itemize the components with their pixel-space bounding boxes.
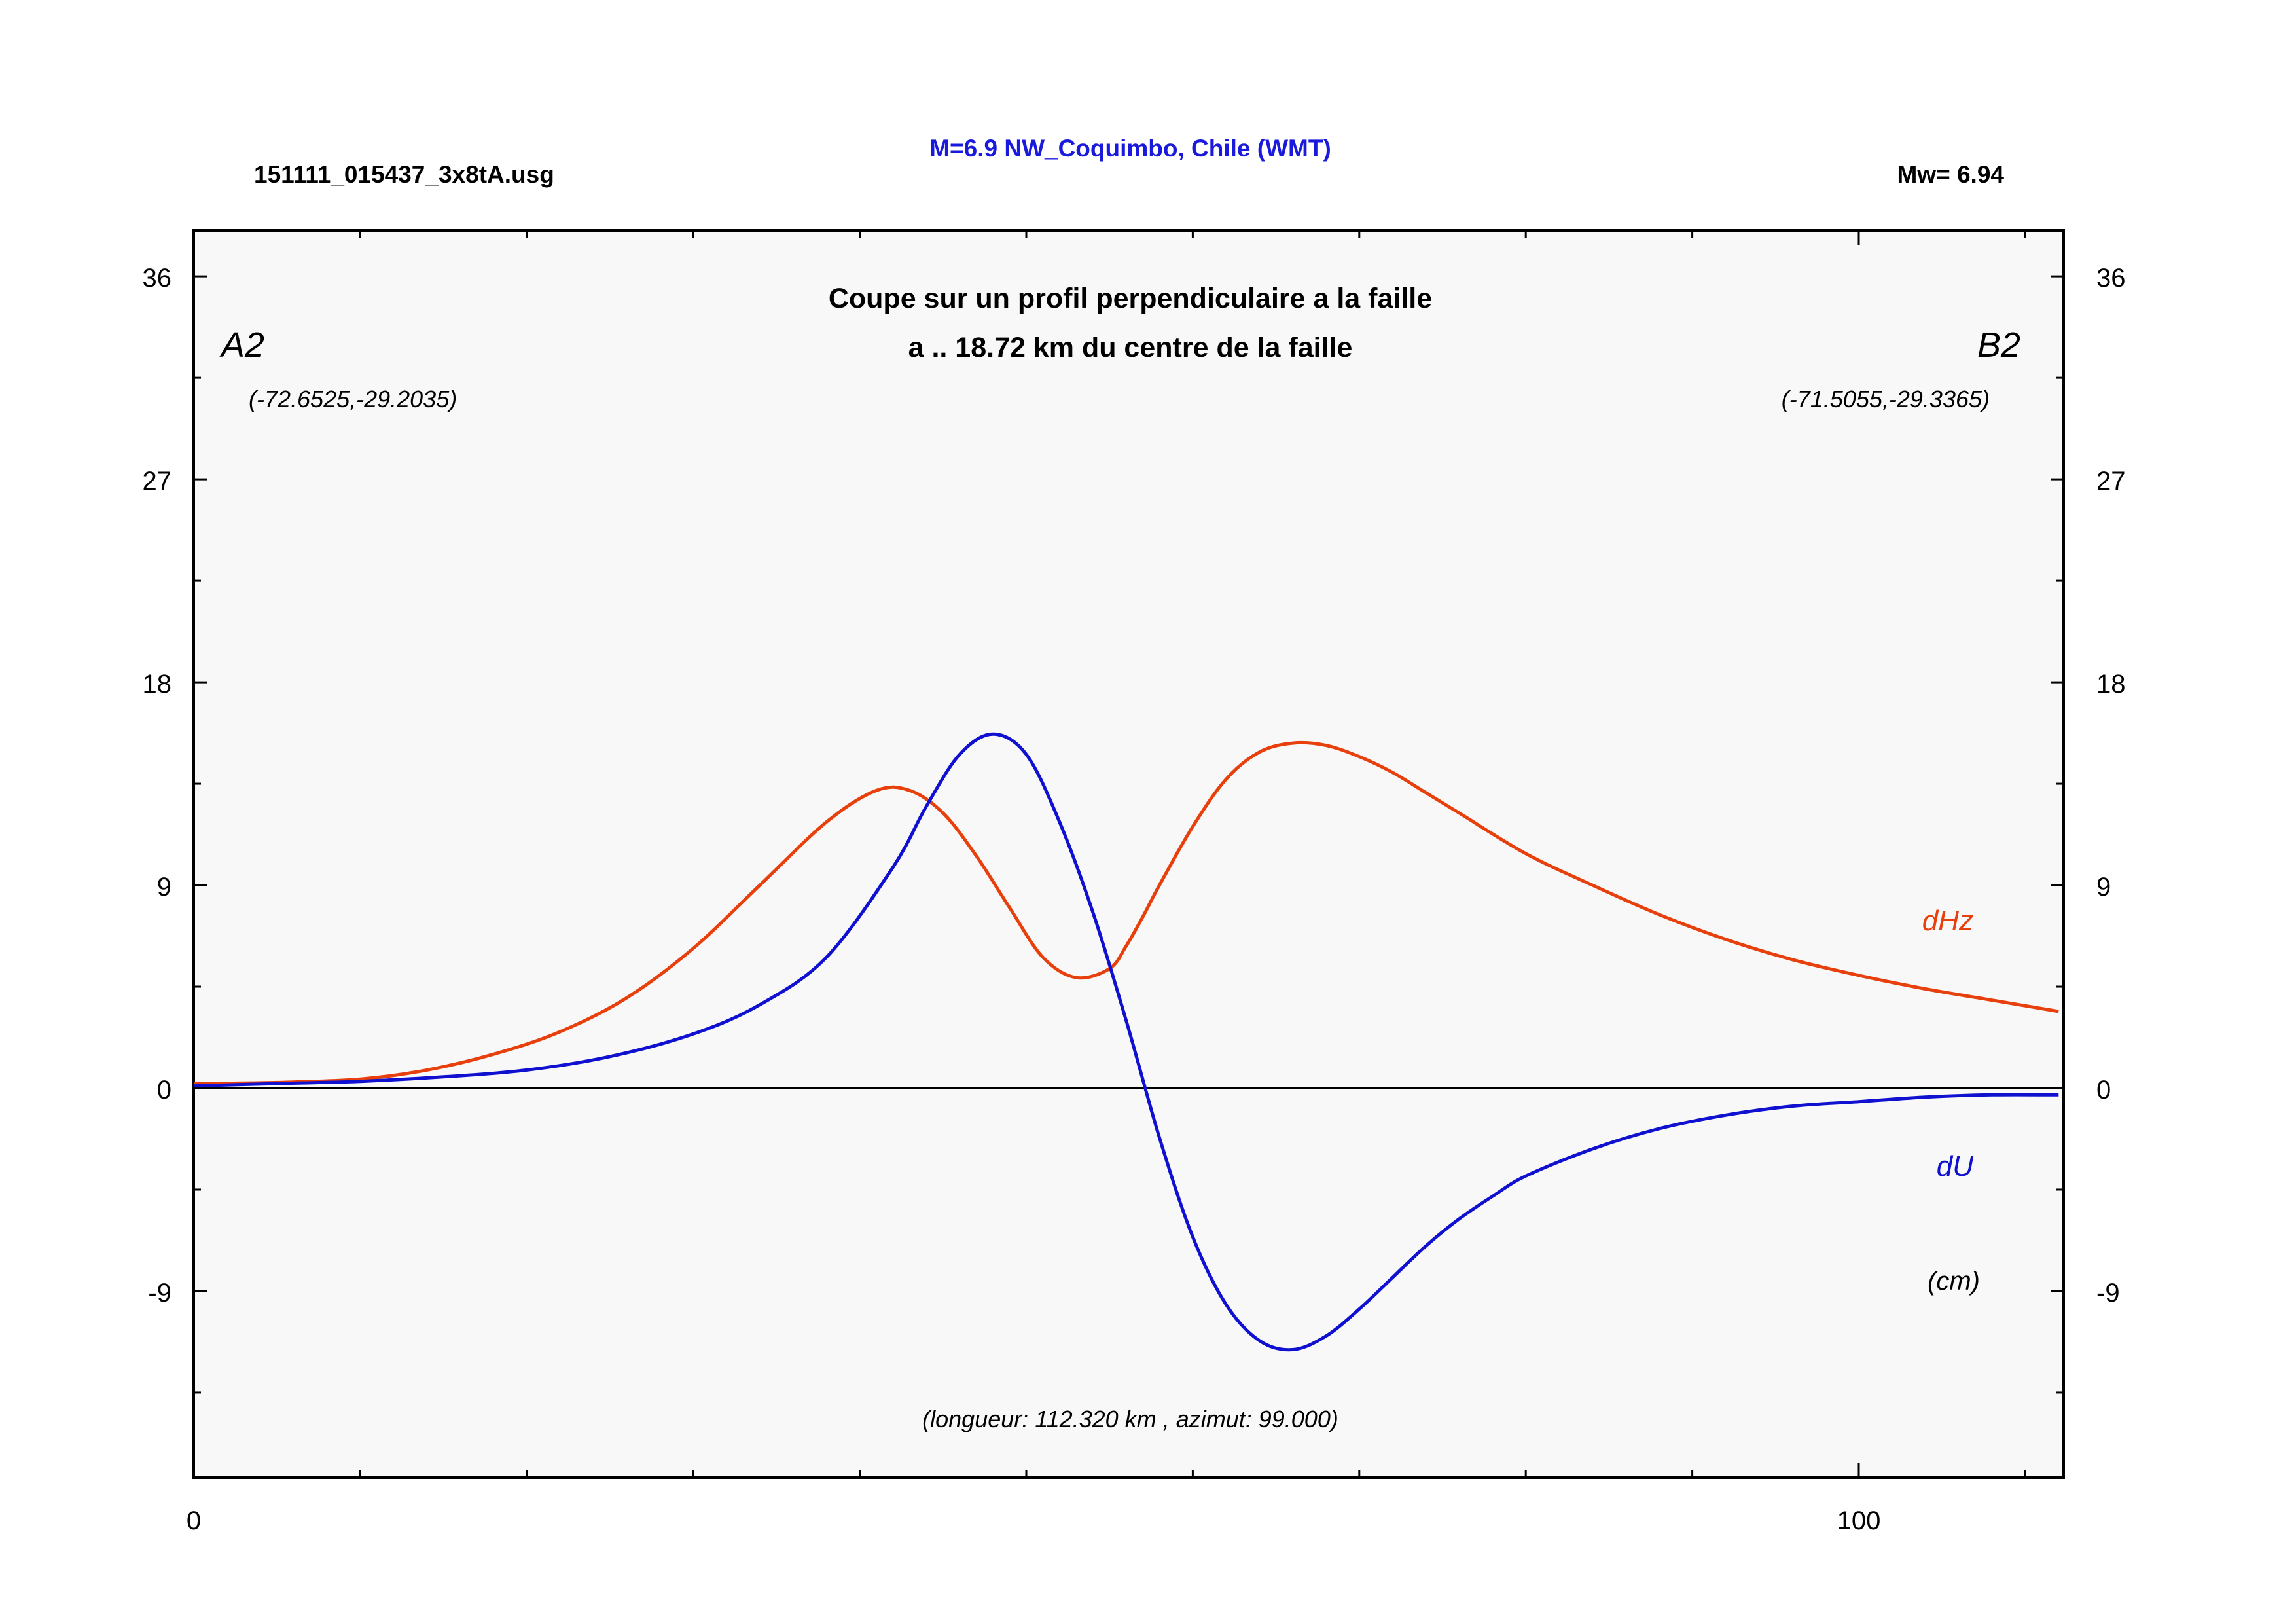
- unit-label: (cm): [1928, 1267, 1980, 1296]
- y-tick-label: 27: [143, 467, 172, 496]
- y-tick-label: 36: [2096, 264, 2126, 293]
- series-line-dU: [193, 732, 2059, 1352]
- endpoint-a-label: A2: [219, 325, 264, 365]
- y-tick-label: -9: [148, 1279, 171, 1307]
- plot-title-line2: a .. 18.72 km du centre de la faille: [908, 332, 1353, 363]
- endpoint-b-coords: (-71.5055,-29.3365): [1782, 386, 1990, 412]
- y-tick-label: 36: [143, 264, 172, 293]
- magnitude-label: Mw= 6.94: [1897, 161, 2004, 188]
- y-axis-left: 36 27 18 9 0 -9: [143, 264, 172, 1307]
- plot-title-line1: Coupe sur un profil perpendiculaire a la…: [829, 283, 1432, 314]
- y-axis-right: 36 27 18 9 0 -9: [2096, 264, 2126, 1307]
- y-tick-label: 18: [2096, 670, 2126, 699]
- y-tick-label: 18: [143, 670, 172, 699]
- y-tick-label: 0: [2096, 1076, 2111, 1104]
- series-label-dHz: dHz: [1922, 905, 1973, 937]
- event-title: M=6.9 NW_Coquimbo, Chile (WMT): [929, 135, 1331, 162]
- y-tick-label: 9: [157, 873, 171, 902]
- x-axis: 0 100: [187, 1506, 1881, 1535]
- x-tick-label: 100: [1837, 1506, 1881, 1535]
- y-tick-label: -9: [2096, 1279, 2120, 1307]
- axis-ticks: [192, 230, 2064, 1478]
- endpoint-b-label: B2: [1977, 325, 2020, 365]
- y-tick-label: 27: [2096, 467, 2126, 496]
- y-tick-label: 0: [157, 1076, 171, 1104]
- endpoint-a-coords: (-72.6525,-29.2035): [249, 386, 457, 412]
- profile-footer-note: (longueur: 112.320 km , azimut: 99.000): [922, 1406, 1338, 1432]
- series-line-dHz: [193, 740, 2059, 1085]
- series-label-dU: dU: [1937, 1150, 1973, 1182]
- file-name: 151111_015437_3x8tA.usg: [254, 161, 554, 188]
- y-tick-label: 9: [2096, 873, 2111, 902]
- x-tick-label: 0: [187, 1506, 201, 1535]
- plot-area: [192, 229, 2065, 1479]
